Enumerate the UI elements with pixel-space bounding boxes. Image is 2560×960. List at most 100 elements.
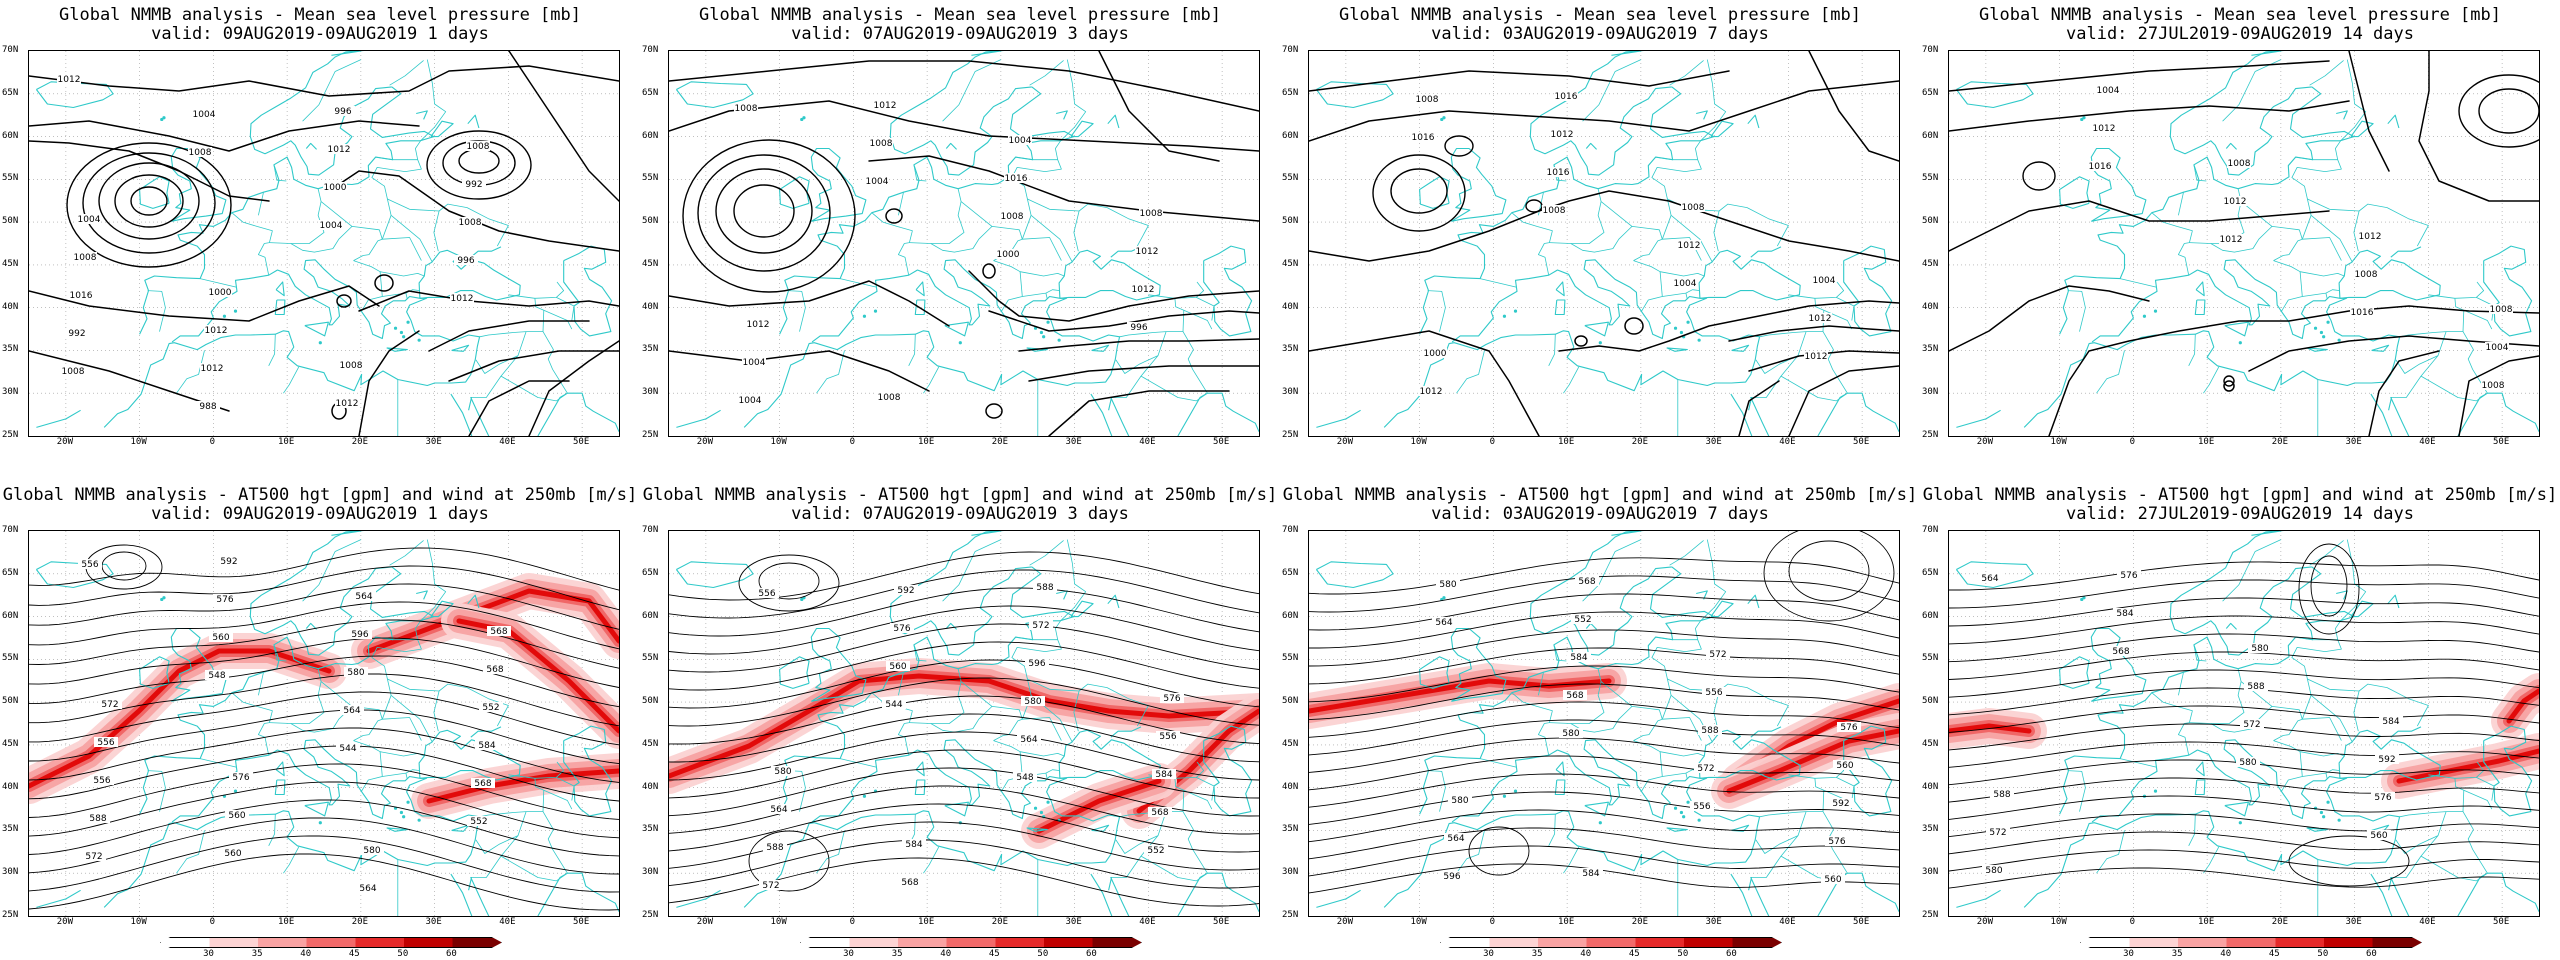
contour-label-bg	[2350, 307, 2374, 317]
contour-label: 1012	[2359, 232, 2382, 242]
lon-tick-label: 30E	[1705, 917, 1722, 927]
contour-label: 596	[351, 630, 368, 640]
contour-label: 576	[1163, 694, 1180, 704]
contour-label-bg	[450, 293, 474, 303]
lat-tick-label: 50N	[642, 696, 659, 707]
contour-label-bg	[1152, 769, 1176, 779]
mslp-panel-3days: Global NMMB analysis - Mean sea level pr…	[640, 0, 1280, 480]
contour-label: 1004	[1009, 136, 1032, 146]
lat-tick-label: 65N	[642, 87, 659, 98]
contour-label: 580	[2251, 644, 2268, 654]
contour-label: 1012	[58, 75, 81, 85]
contour-label: 584	[2116, 609, 2133, 619]
lon-tick-label: 20W	[696, 917, 714, 927]
contour-label: 576	[893, 624, 910, 634]
contour-label-bg	[205, 670, 229, 680]
lat-tick-label: 70N	[2, 45, 19, 55]
contour-label: 556	[1705, 688, 1722, 698]
contour-label-bg	[1673, 278, 1697, 288]
contour-label-bg	[771, 766, 795, 776]
lon-tick-label: 20E	[1631, 917, 1649, 927]
lat-tick-label: 40N	[2, 781, 19, 792]
lon-tick-label: 20W	[1976, 437, 1994, 447]
contour-label: 568	[486, 665, 503, 675]
contour-label-bg	[208, 287, 232, 297]
colorbar-label: 35	[2171, 949, 2183, 959]
contour-label-bg	[1978, 573, 2002, 583]
lon-tick-label: 20E	[991, 437, 1009, 447]
mslp-panel-1day: Global NMMB analysis - Mean sea level pr…	[0, 0, 640, 480]
lat-tick-label: 70N	[2, 525, 19, 535]
contour-label: 560	[212, 633, 229, 643]
contour-label-bg	[767, 804, 791, 814]
contour-label-bg	[1986, 827, 2010, 837]
contour-label: 1000	[324, 183, 347, 193]
contour-label-bg	[1554, 91, 1578, 101]
contour-label-bg	[886, 661, 910, 671]
lat-tick-label: 55N	[1282, 173, 1299, 184]
lat-tick-label: 40N	[1922, 301, 1939, 312]
contour-label-bg	[1546, 167, 1570, 177]
colorbar-label: 45	[2268, 949, 2280, 959]
panel-subtitle: valid: 03AUG2019-09AUG2019 7 days	[1431, 24, 1769, 44]
contour-label: 1012	[1551, 130, 1574, 140]
contour-label-bg	[882, 699, 906, 709]
contour-label: 560	[889, 662, 906, 672]
lon-tick-label: 30E	[2345, 437, 2362, 447]
contour-label-bg	[996, 249, 1020, 259]
contour-label: 572	[1697, 764, 1714, 774]
contour-label: 588	[2247, 682, 2264, 692]
contour-label: 1000	[1424, 349, 1447, 359]
z500-map: 580 556 560 564 568 572 576 580 584 588 592 596 552 5…	[1309, 531, 1899, 916]
contour-label: 1012	[1132, 285, 1155, 295]
lon-tick-label: 20W	[1336, 437, 1354, 447]
contour-label-bg	[73, 252, 97, 262]
contour-label: 580	[347, 668, 364, 678]
lon-tick-label: 30E	[1065, 437, 1082, 447]
contour-label-bg	[865, 176, 889, 186]
lon-tick-label: 50E	[1212, 437, 1230, 447]
lat-tick-label: 50N	[1282, 216, 1299, 227]
contour-label: 564	[359, 884, 376, 894]
contour-label-bg	[1804, 351, 1828, 361]
contour-label: 1016	[1005, 174, 1028, 184]
lon-tick-label: 10E	[277, 917, 295, 927]
lat-tick-label: 50N	[642, 216, 659, 227]
contour-label-bg	[229, 772, 253, 782]
z500-map: 544 548 552 556 560 564 568 572 576 580 584 588 592 5…	[669, 531, 1259, 916]
lat-tick-label: 50N	[2, 216, 19, 227]
contour-label-bg	[755, 588, 779, 598]
contour-label-bg	[763, 842, 787, 852]
panel-title: Global NMMB analysis - Mean sea level pr…	[1339, 5, 1861, 25]
lon-tick-label: 10W	[130, 917, 147, 927]
contour-label: 1004	[2097, 86, 2120, 96]
mslp-panel-7days: Global NMMB analysis - Mean sea level pr…	[1280, 0, 1920, 480]
lon-tick-label: 50E	[1852, 917, 1870, 927]
contour-label-bg	[98, 699, 122, 709]
contour-label-bg	[873, 100, 897, 110]
lon-tick-label: 0	[2129, 917, 2136, 927]
contour-label-bg	[1579, 868, 1603, 878]
lat-tick-label: 50N	[1282, 696, 1299, 707]
lat-tick-label: 45N	[1922, 258, 1939, 269]
contour-label-bg	[466, 141, 490, 151]
contour-label-bg	[2481, 380, 2505, 390]
lat-tick-label: 40N	[1282, 781, 1299, 792]
contour-label: 564	[1020, 735, 1037, 745]
z500-panel-3days: Global NMMB analysis - AT500 hgt [gpm] a…	[640, 480, 1280, 960]
contour-label: 1008	[1682, 203, 1705, 213]
lon-tick-label: 40E	[2419, 917, 2436, 927]
contour-label-bg	[86, 813, 110, 823]
contour-label: 1012	[2220, 235, 2243, 245]
contour-label: 1008	[870, 139, 893, 149]
lon-tick-label: 20E	[991, 917, 1009, 927]
contour-label: 996	[457, 256, 474, 266]
contour-label-bg	[2223, 196, 2247, 206]
contour-label-bg	[894, 585, 918, 595]
contour-label-bg	[1411, 132, 1435, 142]
contour-label-bg	[344, 667, 368, 677]
panel-title: Global NMMB analysis - AT500 hgt [gpm] a…	[642, 485, 1278, 505]
contour-label: 1008	[2355, 270, 2378, 280]
contour-label: 588	[89, 814, 106, 824]
lat-tick-label: 70N	[1282, 525, 1299, 535]
